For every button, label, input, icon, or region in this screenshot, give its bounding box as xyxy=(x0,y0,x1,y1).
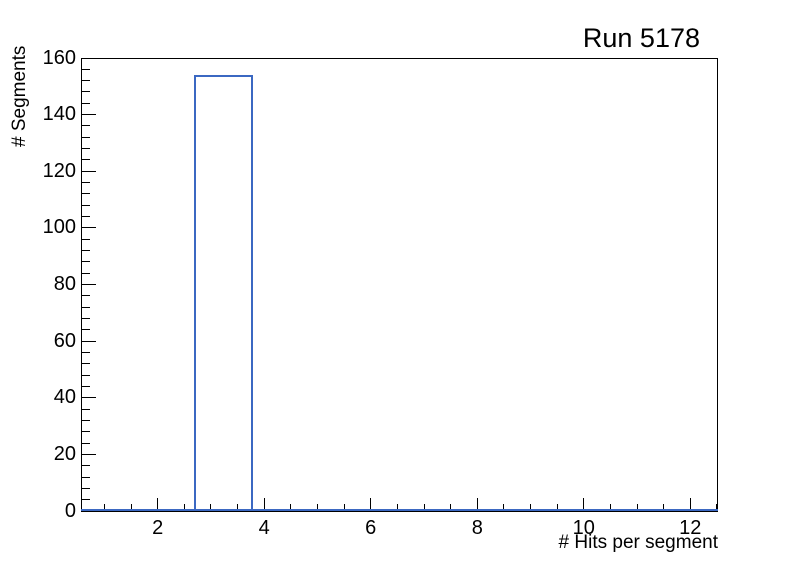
y-minor-tick xyxy=(82,499,90,501)
x-tick-label: 10 xyxy=(572,517,595,539)
histogram-bar xyxy=(193,74,254,511)
y-minor-tick xyxy=(82,487,90,489)
y-tick-label: 80 xyxy=(53,273,76,295)
y-minor-tick xyxy=(82,476,90,478)
y-minor-tick xyxy=(82,91,90,93)
y-major-tick xyxy=(82,170,96,172)
histogram-baseline xyxy=(81,509,718,511)
x-minor-tick xyxy=(237,504,239,511)
y-tick-label: 40 xyxy=(53,386,76,409)
y-minor-tick xyxy=(82,385,90,387)
x-major-tick xyxy=(157,498,159,511)
y-major-tick xyxy=(82,397,96,399)
x-tick-label: 12 xyxy=(679,517,702,539)
y-minor-tick xyxy=(82,68,90,70)
y-tick-label: 100 xyxy=(42,216,76,239)
y-minor-tick xyxy=(82,125,90,127)
chart-title: Run 5178 xyxy=(582,23,700,53)
y-tick-label: 140 xyxy=(42,103,76,126)
x-minor-tick xyxy=(503,504,505,511)
y-major-tick xyxy=(82,510,96,512)
y-major-tick xyxy=(82,57,96,59)
x-minor-tick xyxy=(316,504,318,511)
x-minor-tick xyxy=(556,504,558,511)
x-minor-tick xyxy=(103,504,105,511)
y-minor-tick xyxy=(82,408,90,410)
y-minor-tick xyxy=(82,250,90,252)
y-minor-tick xyxy=(82,182,90,184)
y-minor-tick xyxy=(82,204,90,206)
x-minor-tick xyxy=(210,504,212,511)
x-minor-tick xyxy=(530,504,532,511)
x-minor-tick xyxy=(183,504,185,511)
y-minor-tick xyxy=(82,317,90,319)
x-minor-tick xyxy=(450,504,452,511)
x-minor-tick xyxy=(423,504,425,511)
y-minor-tick xyxy=(82,329,90,331)
x-major-tick xyxy=(476,498,478,511)
x-tick-label: 8 xyxy=(471,517,483,539)
y-minor-tick xyxy=(82,136,90,138)
x-major-tick xyxy=(689,498,691,511)
y-minor-tick xyxy=(82,442,90,444)
y-major-tick xyxy=(82,227,96,229)
x-minor-tick xyxy=(343,504,345,511)
x-minor-tick xyxy=(130,504,132,511)
y-minor-tick xyxy=(82,159,90,161)
y-minor-tick xyxy=(82,102,90,104)
x-axis-title: # Hits per segment xyxy=(558,532,718,553)
x-major-tick xyxy=(370,498,372,511)
y-minor-tick xyxy=(82,431,90,433)
y-minor-tick xyxy=(82,80,90,82)
y-minor-tick xyxy=(82,238,90,240)
x-minor-tick xyxy=(716,504,718,511)
y-minor-tick xyxy=(82,419,90,421)
x-minor-tick xyxy=(396,504,398,511)
y-major-tick xyxy=(82,114,96,116)
y-tick-label: 60 xyxy=(53,329,76,352)
y-tick-label: 120 xyxy=(42,159,76,182)
y-major-tick xyxy=(82,284,96,285)
y-minor-tick xyxy=(82,374,90,376)
x-tick-label: 2 xyxy=(152,517,164,539)
y-tick-label: 20 xyxy=(53,442,76,465)
x-minor-tick xyxy=(636,504,638,511)
x-minor-tick xyxy=(609,504,611,511)
y-minor-tick xyxy=(82,272,90,274)
y-minor-tick xyxy=(82,216,90,218)
y-minor-tick xyxy=(82,306,90,308)
y-minor-tick xyxy=(82,363,90,365)
x-tick-label: 6 xyxy=(365,517,377,539)
x-major-tick xyxy=(583,498,585,511)
plot-frame xyxy=(81,58,718,512)
y-minor-tick xyxy=(82,295,90,297)
y-tick-label: 0 xyxy=(64,499,76,522)
y-minor-tick xyxy=(82,261,90,263)
y-tick-label: 160 xyxy=(42,46,76,69)
x-minor-tick xyxy=(663,504,665,511)
x-tick-label: 4 xyxy=(258,517,270,539)
x-major-tick xyxy=(263,498,265,511)
x-minor-tick xyxy=(290,504,292,511)
y-major-tick xyxy=(82,340,96,342)
y-minor-tick xyxy=(82,193,90,195)
y-major-tick xyxy=(82,453,96,455)
y-minor-tick xyxy=(82,465,90,467)
y-minor-tick xyxy=(82,148,90,150)
y-minor-tick xyxy=(82,351,90,353)
